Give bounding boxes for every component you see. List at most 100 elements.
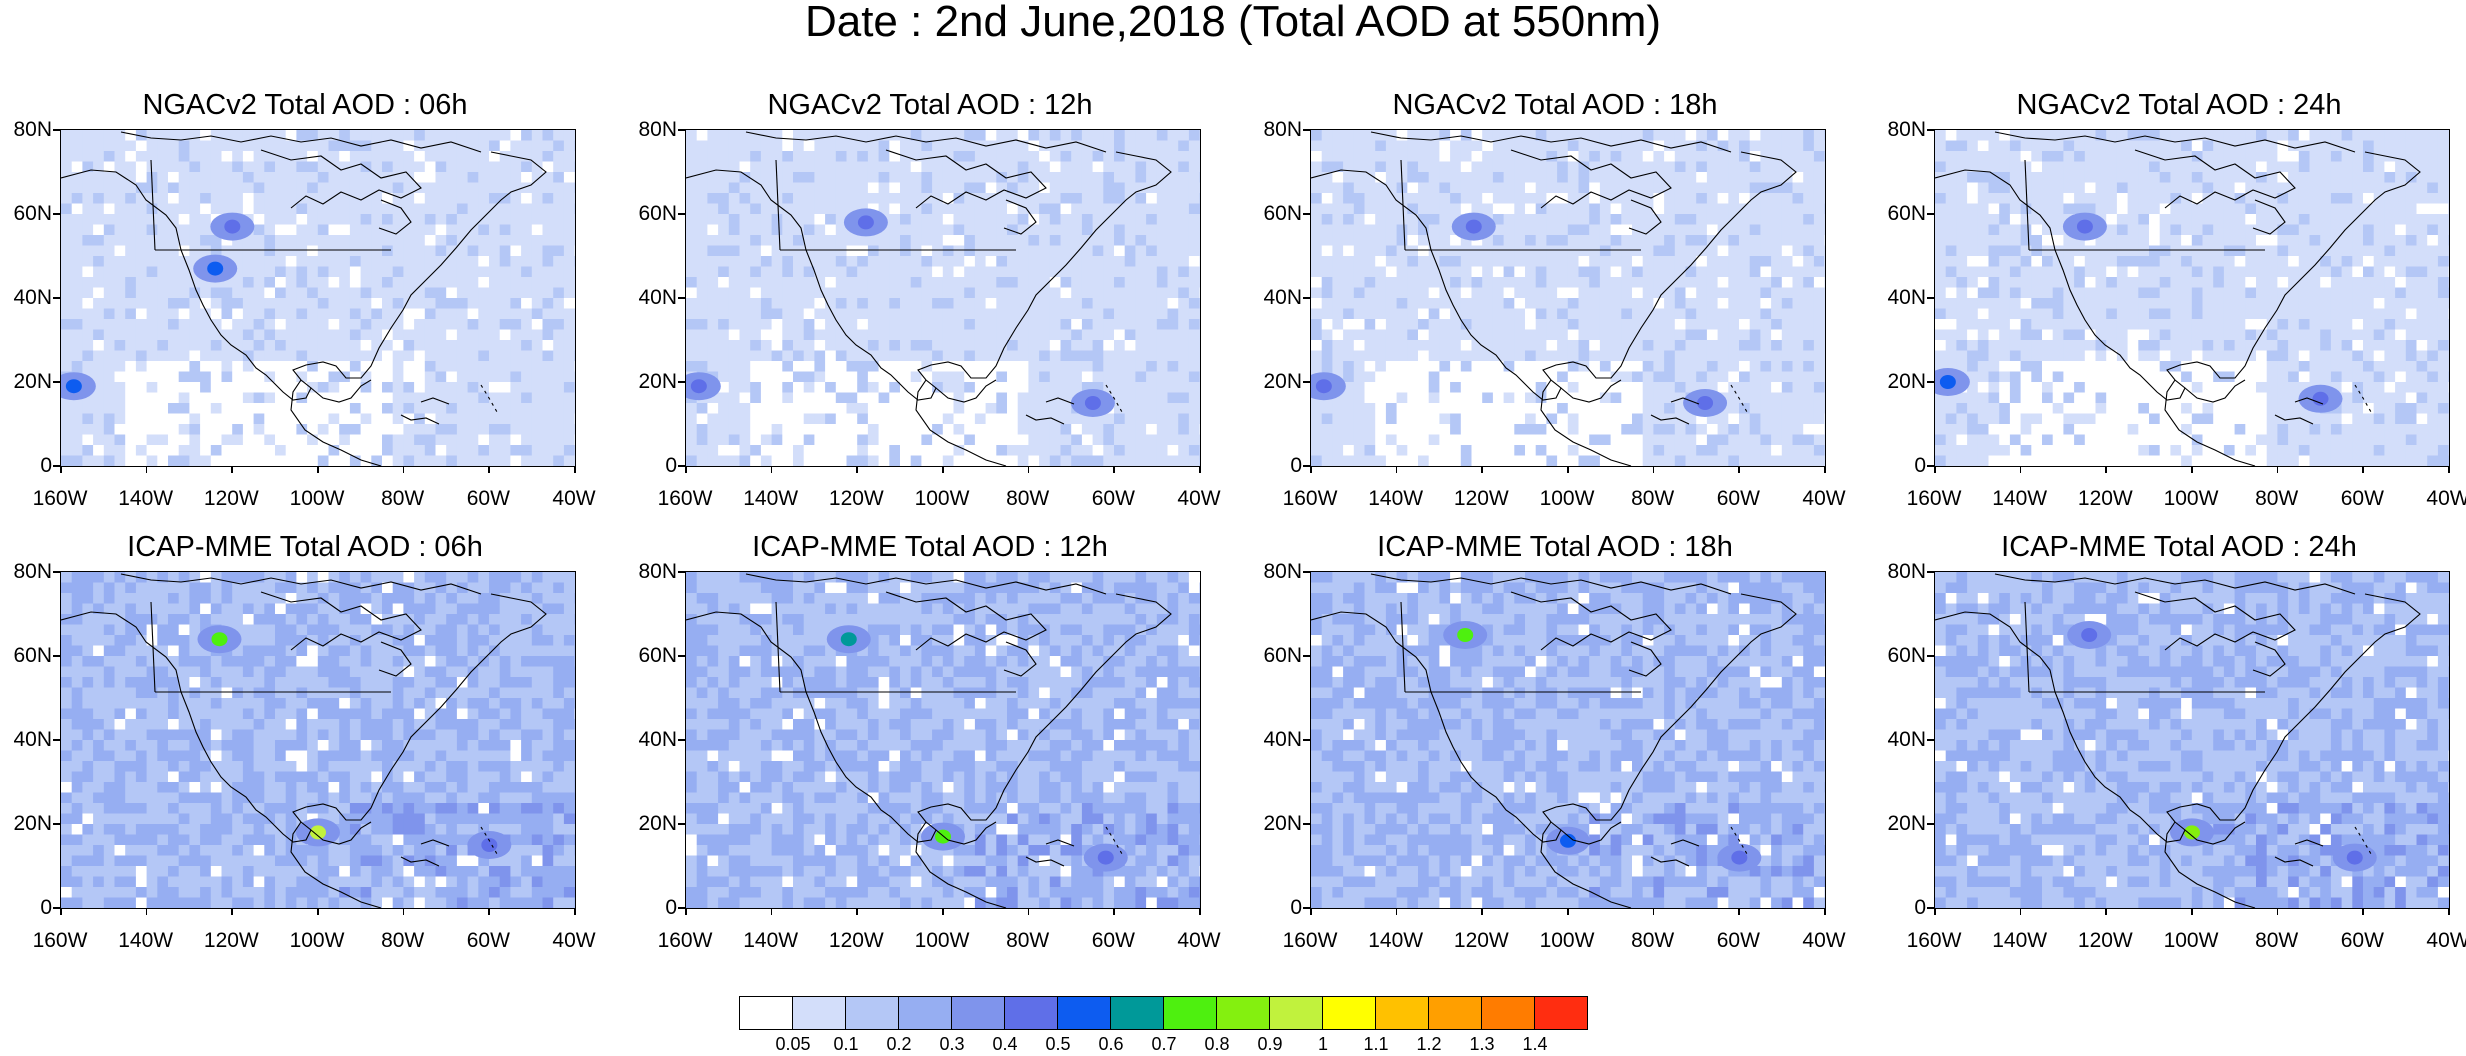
aod-cell: [1167, 266, 1179, 278]
aod-cell: [317, 371, 329, 383]
aod-cell: [61, 266, 73, 278]
aod-cell: [760, 203, 773, 215]
aod-cell: [371, 256, 383, 267]
aod-cell: [1781, 413, 1793, 425]
aod-cell: [1418, 245, 1430, 257]
aod-cell: [1188, 361, 1200, 372]
aod-cell: [1028, 130, 1040, 141]
aod-cell: [1007, 298, 1019, 309]
aod-cell: [242, 266, 255, 278]
aod-cell: [1653, 140, 1665, 152]
aod-cell: [82, 161, 94, 173]
aod-cell: [1439, 361, 1451, 372]
aod-cell: [424, 266, 436, 278]
aod-cell: [360, 151, 372, 162]
aod-cell: [1535, 256, 1547, 267]
aod-cell: [1017, 382, 1029, 393]
aod-cell: [750, 424, 762, 435]
aod-cell: [178, 277, 190, 288]
aod-cell: [328, 214, 340, 225]
aod-cell: [1610, 434, 1622, 446]
aod-cell: [921, 298, 933, 309]
aod-cell: [510, 277, 522, 288]
aod-cell: [900, 455, 912, 466]
aod-cell: [349, 256, 362, 267]
aod-cell: [1114, 193, 1126, 204]
aod-cell: [467, 424, 479, 435]
aod-cell: [696, 172, 708, 183]
aod-cell: [1135, 277, 1147, 288]
aod-cell: [531, 277, 543, 288]
aod-cell: [921, 350, 933, 362]
aod-cell: [360, 193, 372, 204]
aod-cell: [964, 434, 976, 446]
aod-cell: [1492, 245, 1505, 257]
aod-cell: [1771, 245, 1783, 257]
aod-cell: [1060, 455, 1072, 466]
aod-cell: [686, 182, 698, 194]
aod-cell: [953, 287, 965, 299]
aod-cell: [707, 308, 719, 320]
aod-cell: [210, 319, 222, 330]
aod-cell: [1343, 403, 1355, 414]
aod-cell: [1610, 193, 1622, 204]
aod-cell: [1017, 340, 1029, 351]
aod-cell: [846, 413, 858, 425]
aod-cell: [1749, 371, 1761, 383]
aod-cell: [382, 203, 394, 215]
aod-cell: [349, 413, 362, 425]
aod-cell: [1664, 182, 1676, 194]
aod-cell: [718, 224, 730, 236]
aod-cell: [1396, 319, 1408, 330]
aod-cell: [1364, 182, 1376, 194]
aod-cell: [1685, 445, 1697, 456]
aod-cell: [1375, 445, 1387, 456]
aod-cell: [82, 224, 94, 236]
aod-cell: [1146, 340, 1158, 351]
aod-cell: [1375, 277, 1387, 288]
aod-cell: [1428, 382, 1440, 393]
aod-cell: [932, 350, 944, 362]
aod-cell: [200, 361, 212, 372]
aod-cell: [349, 140, 362, 152]
aod-cell: [1071, 413, 1083, 425]
aod-cell: [1771, 403, 1783, 414]
aod-cell: [910, 424, 922, 435]
aod-cell: [1081, 298, 1094, 309]
aod-cell: [964, 193, 976, 204]
aod-cell: [1060, 140, 1072, 152]
aod-cell: [1407, 203, 1419, 215]
aod-cell: [392, 403, 404, 414]
lat-tick: [1303, 213, 1310, 215]
aod-cell: [921, 256, 933, 267]
aod-cell: [1760, 245, 1772, 257]
aod-cell: [264, 130, 276, 141]
aod-cell: [1103, 182, 1115, 194]
aod-cell: [382, 413, 394, 425]
aod-cell: [93, 382, 105, 393]
aod-cell: [1642, 161, 1654, 173]
aod-cell: [2256, 140, 2268, 152]
aod-cell: [750, 161, 762, 173]
aod-cell: [1781, 371, 1793, 383]
aod-cell: [1781, 434, 1793, 446]
aod-cell: [2074, 130, 2086, 141]
aod-cell: [1135, 361, 1147, 372]
aod-cell: [803, 350, 815, 362]
aod-cell: [1343, 340, 1355, 351]
aod-cell: [403, 193, 415, 204]
aod-cell: [814, 287, 826, 299]
aod-cell: [285, 224, 297, 236]
aod-cell: [696, 329, 708, 341]
aod-cell: [1353, 214, 1365, 225]
aod-cell: [1081, 182, 1094, 194]
aod-cell: [489, 403, 501, 414]
aod-cell: [339, 130, 351, 141]
aod-cell: [1525, 161, 1537, 173]
aod-cell: [1156, 340, 1168, 351]
aod-cell: [168, 182, 180, 194]
aod-cell: [1988, 130, 2000, 141]
aod-cell: [71, 434, 83, 446]
aod-cell: [489, 298, 501, 309]
aod-cell: [2213, 140, 2225, 152]
